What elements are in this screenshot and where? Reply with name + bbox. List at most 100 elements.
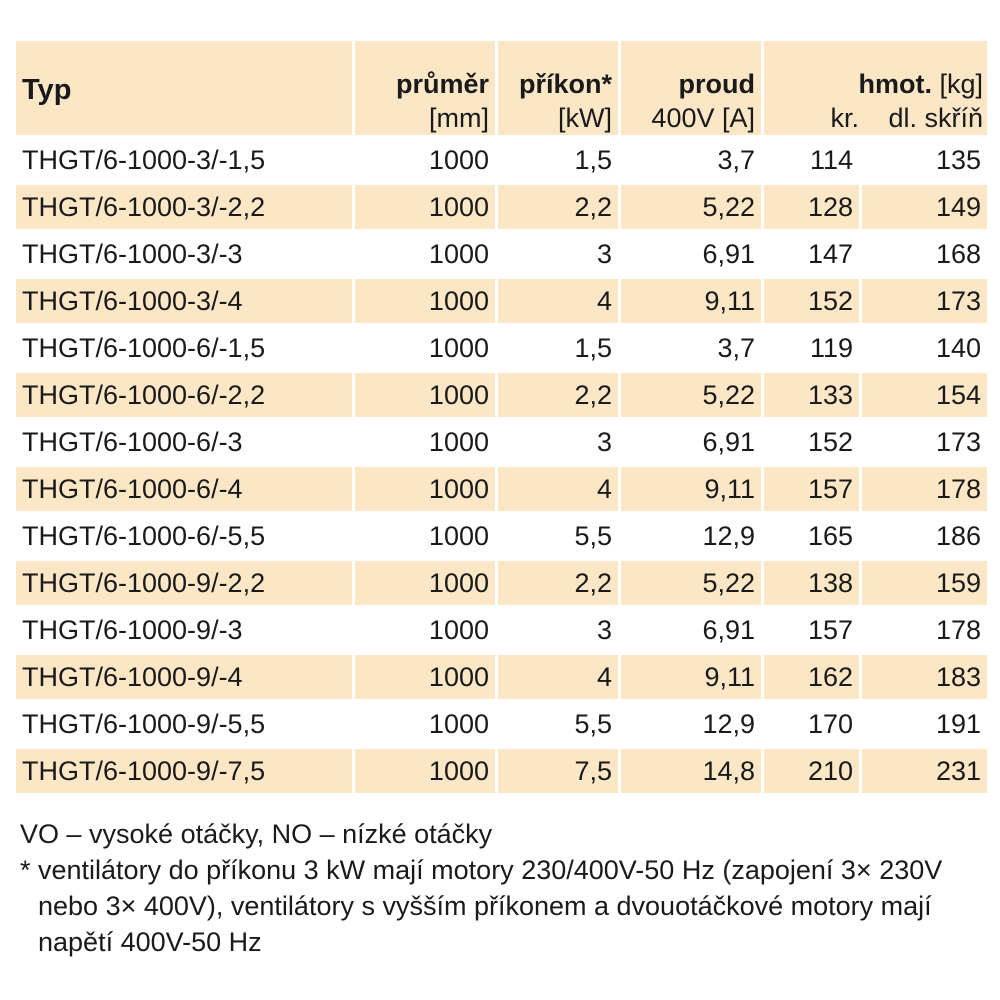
cell-weight-kr: 133 — [764, 373, 859, 417]
cell-power: 4 — [498, 279, 618, 323]
cell-diameter: 1000 — [355, 655, 495, 699]
cell-power: 5,5 — [498, 702, 618, 746]
table-row: THGT/6-1000-9/-7,5 1000 7,5 14,8 210 231 — [16, 749, 988, 793]
fan-spec-table: Typ průměr [mm] příkon* [kW] proud 400V … — [13, 38, 990, 796]
cell-power: 5,5 — [498, 514, 618, 558]
cell-power: 3 — [498, 232, 618, 276]
cell-diameter: 1000 — [355, 232, 495, 276]
cell-weight-dl: 186 — [862, 514, 988, 558]
cell-weight-dl: 173 — [862, 279, 988, 323]
cell-power: 3 — [498, 608, 618, 652]
cell-weight-kr: 165 — [764, 514, 859, 558]
cell-weight-kr: 128 — [764, 185, 859, 229]
cell-current: 9,11 — [621, 467, 761, 511]
cell-weight-dl: 135 — [862, 138, 988, 182]
header-weight-dl: dl. skříň — [888, 103, 984, 133]
cell-typ: THGT/6-1000-6/-1,5 — [16, 326, 352, 370]
header-power: příkon* [kW] — [498, 41, 618, 135]
cell-weight-dl: 183 — [862, 655, 988, 699]
header-current-title: proud — [678, 69, 755, 99]
table-row: THGT/6-1000-3/-1,5 1000 1,5 3,7 114 135 — [16, 138, 988, 182]
cell-current: 5,22 — [621, 561, 761, 605]
cell-current: 3,7 — [621, 326, 761, 370]
cell-typ: THGT/6-1000-9/-7,5 — [16, 749, 352, 793]
cell-power: 4 — [498, 467, 618, 511]
header-weight-sub: kr. dl. skříň — [770, 101, 983, 135]
table-row: THGT/6-1000-6/-4 1000 4 9,11 157 178 — [16, 467, 988, 511]
header-weight-title-line: hmot. [kg] — [770, 67, 983, 101]
header-diameter-unit: [mm] — [429, 103, 489, 133]
cell-power: 2,2 — [498, 561, 618, 605]
cell-weight-dl: 159 — [862, 561, 988, 605]
cell-current: 14,8 — [621, 749, 761, 793]
cell-diameter: 1000 — [355, 702, 495, 746]
cell-weight-dl: 149 — [862, 185, 988, 229]
header-current: proud 400V [A] — [621, 41, 761, 135]
cell-weight-kr: 152 — [764, 420, 859, 464]
header-diameter: průměr [mm] — [355, 41, 495, 135]
table-row: THGT/6-1000-6/-1,5 1000 1,5 3,7 119 140 — [16, 326, 988, 370]
header-current-unit: 400V [A] — [651, 103, 755, 133]
cell-diameter: 1000 — [355, 138, 495, 182]
cell-weight-dl: 154 — [862, 373, 988, 417]
table-row: THGT/6-1000-9/-3 1000 3 6,91 157 178 — [16, 608, 988, 652]
cell-weight-kr: 119 — [764, 326, 859, 370]
legend-note: VO – vysoké otáčky, NO – nízké otáčky — [20, 819, 493, 849]
cell-weight-kr: 152 — [764, 279, 859, 323]
header-weight-title: hmot. — [858, 69, 932, 99]
cell-diameter: 1000 — [355, 608, 495, 652]
cell-typ: THGT/6-1000-3/-2,2 — [16, 185, 352, 229]
header-row: Typ průměr [mm] příkon* [kW] proud 400V … — [16, 41, 988, 135]
cell-weight-kr: 138 — [764, 561, 859, 605]
cell-weight-dl: 231 — [862, 749, 988, 793]
cell-current: 6,91 — [621, 232, 761, 276]
cell-diameter: 1000 — [355, 561, 495, 605]
cell-power: 2,2 — [498, 373, 618, 417]
cell-typ: THGT/6-1000-9/-4 — [16, 655, 352, 699]
spec-table-container: Typ průměr [mm] příkon* [kW] proud 400V … — [16, 38, 988, 796]
header-weight: hmot. [kg] kr. dl. skříň — [764, 41, 988, 135]
cell-weight-kr: 162 — [764, 655, 859, 699]
cell-weight-dl: 173 — [862, 420, 988, 464]
cell-diameter: 1000 — [355, 326, 495, 370]
table-row: THGT/6-1000-9/-4 1000 4 9,11 162 183 — [16, 655, 988, 699]
cell-typ: THGT/6-1000-9/-5,5 — [16, 702, 352, 746]
cell-weight-kr: 147 — [764, 232, 859, 276]
cell-current: 5,22 — [621, 185, 761, 229]
cell-current: 3,7 — [621, 138, 761, 182]
cell-diameter: 1000 — [355, 279, 495, 323]
header-weight-kr: kr. — [830, 103, 859, 133]
cell-typ: THGT/6-1000-6/-3 — [16, 420, 352, 464]
cell-typ: THGT/6-1000-6/-2,2 — [16, 373, 352, 417]
header-diameter-title: průměr — [395, 69, 489, 99]
cell-weight-kr: 210 — [764, 749, 859, 793]
cell-power: 2,2 — [498, 185, 618, 229]
cell-typ: THGT/6-1000-6/-5,5 — [16, 514, 352, 558]
cell-typ: THGT/6-1000-3/-3 — [16, 232, 352, 276]
cell-typ: THGT/6-1000-6/-4 — [16, 467, 352, 511]
cell-current: 6,91 — [621, 608, 761, 652]
cell-weight-kr: 170 — [764, 702, 859, 746]
table-row: THGT/6-1000-6/-5,5 1000 5,5 12,9 165 186 — [16, 514, 988, 558]
table-row: THGT/6-1000-3/-3 1000 3 6,91 147 168 — [16, 232, 988, 276]
header-typ: Typ — [16, 41, 352, 135]
cell-current: 12,9 — [621, 702, 761, 746]
cell-weight-dl: 140 — [862, 326, 988, 370]
cell-typ: THGT/6-1000-3/-1,5 — [16, 138, 352, 182]
table-row: THGT/6-1000-6/-3 1000 3 6,91 152 173 — [16, 420, 988, 464]
cell-diameter: 1000 — [355, 420, 495, 464]
cell-typ: THGT/6-1000-9/-2,2 — [16, 561, 352, 605]
cell-power: 1,5 — [498, 326, 618, 370]
table-row: THGT/6-1000-6/-2,2 1000 2,2 5,22 133 154 — [16, 373, 988, 417]
table-header: Typ průměr [mm] příkon* [kW] proud 400V … — [16, 41, 988, 135]
cell-current: 5,22 — [621, 373, 761, 417]
cell-diameter: 1000 — [355, 467, 495, 511]
table-row: THGT/6-1000-3/-2,2 1000 2,2 5,22 128 149 — [16, 185, 988, 229]
cell-typ: THGT/6-1000-9/-3 — [16, 608, 352, 652]
cell-diameter: 1000 — [355, 185, 495, 229]
cell-typ: THGT/6-1000-3/-4 — [16, 279, 352, 323]
cell-diameter: 1000 — [355, 749, 495, 793]
cell-power: 3 — [498, 420, 618, 464]
cell-weight-dl: 178 — [862, 608, 988, 652]
cell-current: 9,11 — [621, 279, 761, 323]
